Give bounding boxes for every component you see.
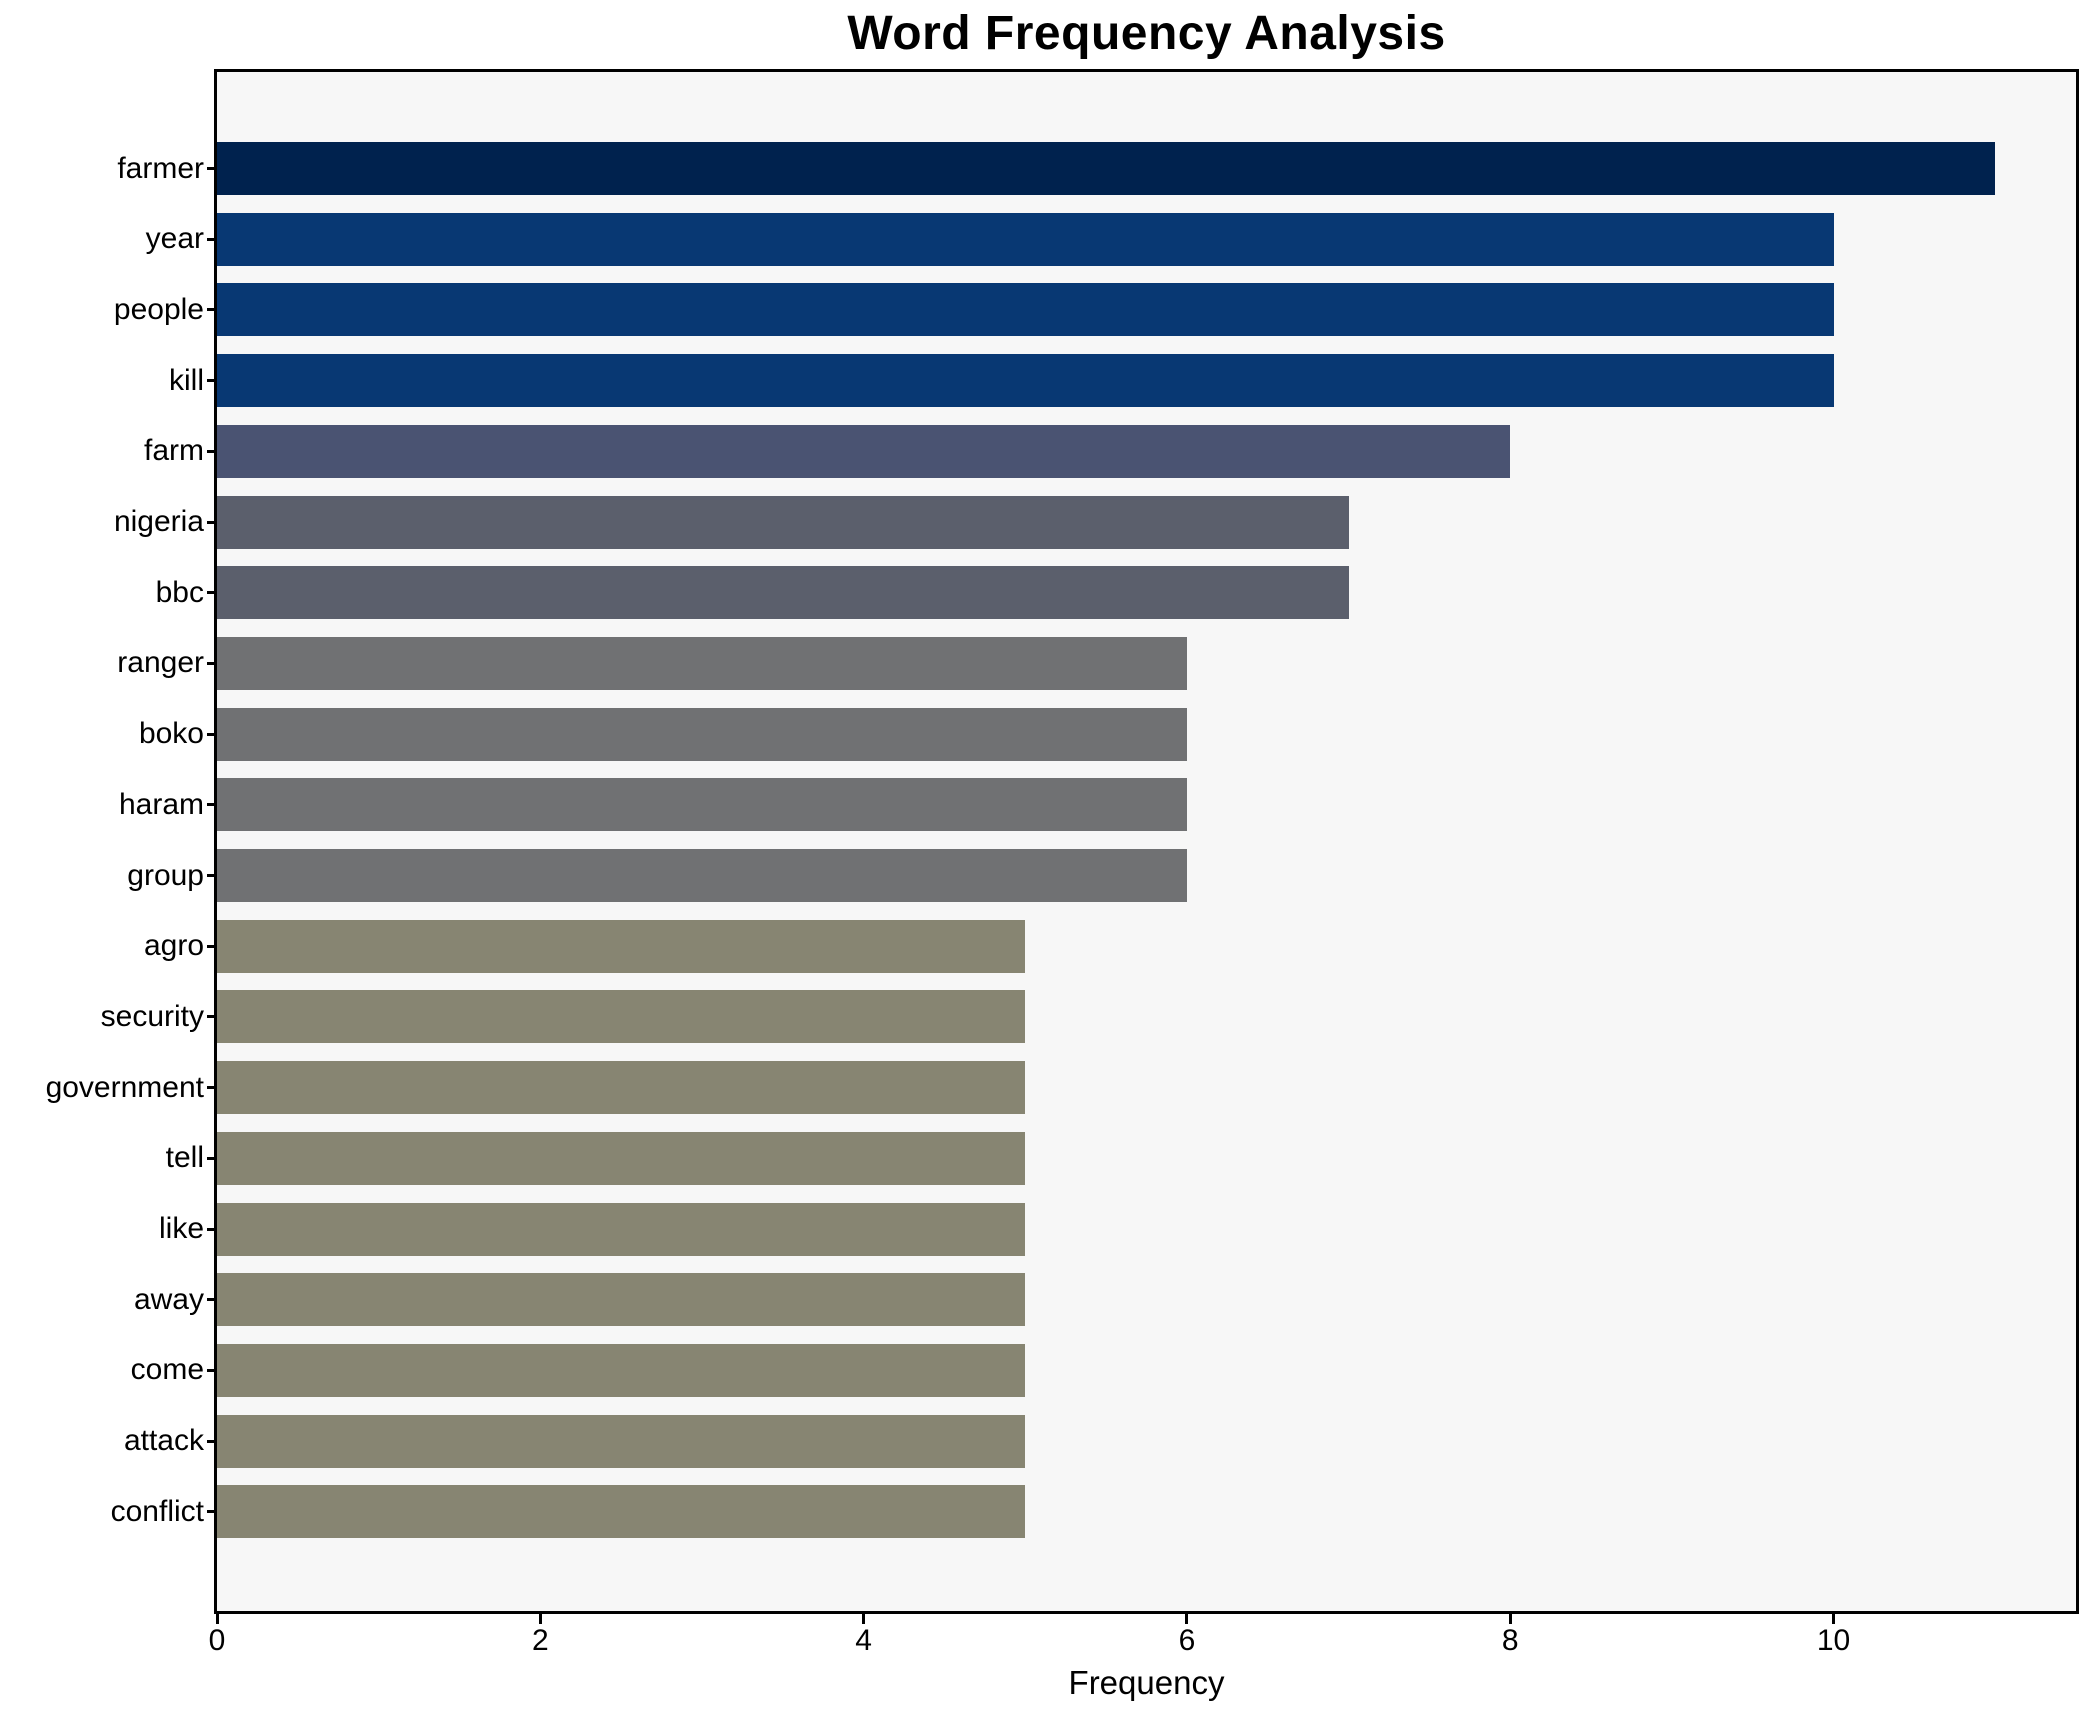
y-tick-mark (207, 1439, 217, 1443)
bar-conflict (217, 1485, 1026, 1539)
bar-bbc (217, 566, 1349, 620)
x-tick-label-2: 2 (531, 1624, 549, 1657)
bar-security (217, 990, 1026, 1044)
y-tick-mark (207, 1298, 217, 1302)
y-tick-label-kill: kill (169, 363, 204, 397)
y-tick-label-conflict: conflict (110, 1494, 204, 1528)
y-tick-label-group: group (127, 858, 204, 892)
x-tick-label-4: 4 (855, 1624, 872, 1657)
y-tick-label-come: come (130, 1353, 204, 1387)
y-tick-mark (207, 1510, 217, 1514)
y-tick-mark (207, 661, 217, 665)
y-tick-label-away: away (133, 1282, 204, 1316)
bar-year (217, 212, 1834, 266)
y-tick-label-attack: attack (123, 1424, 204, 1458)
bar-farm (217, 424, 1511, 478)
y-tick-label-farm: farm (144, 434, 204, 468)
y-tick-mark (207, 237, 217, 241)
x-axis-label: Frequency (1068, 1664, 1225, 1701)
bar-boko (217, 707, 1187, 761)
bar-government (217, 1061, 1026, 1115)
x-tick-mark (538, 1611, 542, 1624)
y-tick-mark (207, 1086, 217, 1090)
y-tick-label-tell: tell (165, 1141, 204, 1175)
bar-kill (217, 354, 1834, 408)
x-tick-label-8: 8 (1501, 1624, 1519, 1657)
y-tick-mark (207, 591, 217, 595)
y-tick-mark (207, 944, 217, 948)
x-tick-mark (1508, 1611, 1512, 1624)
y-tick-label-security: security (100, 999, 204, 1033)
bar-like (217, 1202, 1026, 1256)
y-tick-mark (207, 167, 217, 170)
x-tick-label-6: 6 (1178, 1624, 1196, 1657)
y-tick-label-nigeria: nigeria (113, 505, 204, 538)
chart-title: Word Frequency Analysis (847, 7, 1446, 60)
y-tick-mark (207, 308, 217, 312)
y-tick-label-bbc: bbc (155, 575, 204, 609)
x-tick-mark (1185, 1611, 1189, 1624)
y-tick-mark (207, 1368, 217, 1372)
bar-people (217, 283, 1834, 337)
y-tick-label-government: government (45, 1070, 204, 1104)
y-tick-mark (207, 1015, 217, 1019)
x-tick-mark (1832, 1611, 1836, 1624)
x-tick-label-0: 0 (208, 1624, 226, 1657)
y-tick-mark (207, 1227, 217, 1231)
y-tick-mark (207, 379, 217, 383)
y-tick-mark (207, 874, 217, 877)
y-tick-mark (207, 449, 217, 453)
x-tick-mark (215, 1611, 219, 1624)
y-tick-label-haram: haram (118, 787, 204, 821)
y-tick-label-like: like (158, 1212, 204, 1245)
bar-attack (217, 1414, 1026, 1468)
bar-ranger (217, 636, 1187, 690)
y-tick-label-farmer: farmer (117, 151, 204, 185)
x-tick-mark (862, 1611, 866, 1624)
y-tick-mark (207, 803, 217, 807)
bar-tell (217, 1131, 1026, 1185)
y-tick-label-people: people (113, 292, 204, 326)
bar-farmer (217, 142, 1996, 195)
x-tick-label-10: 10 (1816, 1624, 1851, 1657)
y-tick-mark (207, 732, 217, 736)
y-tick-mark (207, 1156, 217, 1160)
bar-group (217, 849, 1187, 902)
y-tick-label-ranger: ranger (117, 646, 204, 680)
plot-area (217, 72, 2076, 1611)
y-tick-label-agro: agro (143, 929, 204, 963)
bar-agro (217, 919, 1026, 973)
bar-come (217, 1343, 1026, 1397)
y-tick-label-year: year (145, 222, 204, 256)
bar-haram (217, 778, 1187, 832)
y-tick-label-boko: boko (138, 717, 204, 751)
bar-nigeria (217, 495, 1349, 549)
bar-away (217, 1273, 1026, 1327)
y-tick-mark (207, 520, 217, 524)
